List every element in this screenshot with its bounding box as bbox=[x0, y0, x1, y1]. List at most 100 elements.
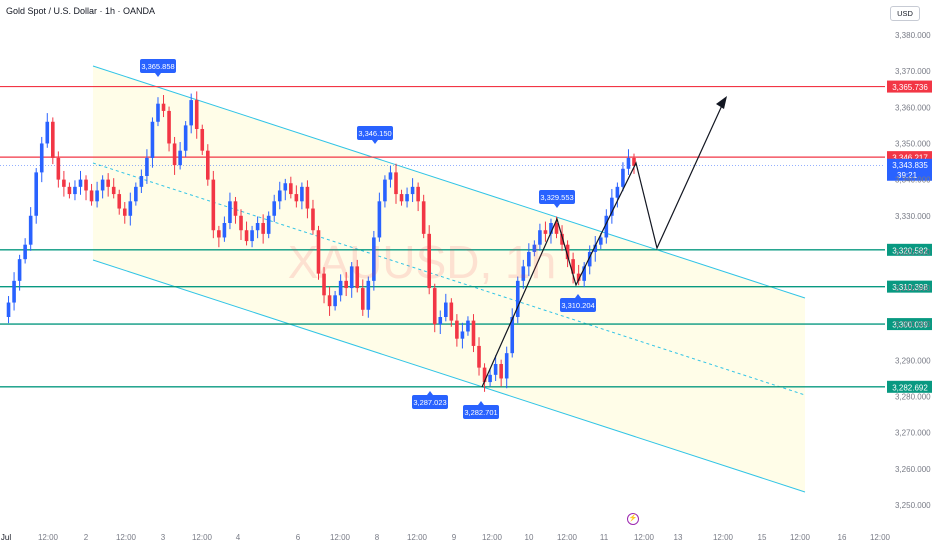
level-price-label: 3,320.582 bbox=[892, 246, 928, 255]
candle-body bbox=[62, 179, 66, 187]
y-tick-label: 3,320.000 bbox=[895, 248, 931, 257]
price-callout-label: 3,287.023 bbox=[413, 398, 446, 407]
candle-body bbox=[372, 237, 376, 281]
price-callout-label: 3,346.150 bbox=[358, 129, 391, 138]
x-tick-label: 9 bbox=[452, 533, 457, 542]
level-price-tag bbox=[887, 280, 932, 293]
channel-upper-line bbox=[92, 65, 806, 299]
level-price-label: 3,310.398 bbox=[892, 283, 928, 292]
candle-body bbox=[311, 208, 315, 231]
candle-body bbox=[122, 208, 127, 216]
price-callout bbox=[357, 126, 393, 140]
level-price-tag bbox=[887, 80, 932, 93]
price-callout-pointer bbox=[155, 73, 161, 77]
candle-body bbox=[549, 223, 553, 234]
lightning-icon[interactable]: ⚡ bbox=[627, 513, 639, 525]
candle-body bbox=[438, 317, 443, 325]
x-tick-label: 12:00 bbox=[192, 533, 213, 542]
candle-body bbox=[560, 233, 564, 245]
candle-body bbox=[405, 194, 409, 202]
candle-body bbox=[338, 280, 343, 296]
level-price-label: 3,346.217 bbox=[892, 154, 928, 163]
candle-body bbox=[305, 186, 310, 209]
level-price-label: 3,282.692 bbox=[892, 383, 928, 392]
candle-body bbox=[73, 186, 77, 195]
candle-body bbox=[205, 150, 210, 180]
x-tick-label: 12:00 bbox=[634, 533, 655, 542]
candle-body bbox=[117, 194, 122, 209]
candle-body bbox=[427, 233, 432, 289]
countdown-label: 39:21 bbox=[897, 171, 918, 180]
x-tick-label: 10 bbox=[525, 533, 534, 542]
candle-body bbox=[233, 201, 238, 216]
candle-body bbox=[482, 367, 487, 383]
y-tick-label: 3,350.000 bbox=[895, 139, 931, 148]
candle-body bbox=[449, 302, 454, 321]
candle-body bbox=[399, 194, 404, 202]
candle-body bbox=[172, 143, 177, 166]
candle-body bbox=[615, 186, 620, 198]
candle-body bbox=[39, 143, 44, 173]
candle-body bbox=[554, 223, 559, 234]
candle-body bbox=[515, 280, 520, 317]
price-callout-label: 3,329.553 bbox=[540, 193, 573, 202]
watermark: XAUUSD, 1h bbox=[288, 236, 556, 288]
candle-body bbox=[444, 302, 448, 317]
candle-body bbox=[571, 259, 575, 274]
x-tick-label: 11 bbox=[600, 533, 609, 542]
currency-button[interactable]: USD bbox=[890, 6, 920, 21]
x-tick-label: 6 bbox=[296, 533, 301, 542]
current-price-label: 3,343.835 bbox=[892, 161, 928, 170]
candle-body bbox=[604, 215, 609, 238]
price-callout bbox=[463, 405, 499, 419]
candle-body bbox=[521, 266, 526, 281]
price-callout-label: 3,365.858 bbox=[141, 62, 174, 71]
candle-body bbox=[244, 230, 249, 242]
candle-body bbox=[12, 280, 16, 303]
y-tick-label: 3,360.000 bbox=[895, 103, 931, 112]
candle-body bbox=[532, 244, 537, 252]
candle-body bbox=[134, 186, 138, 202]
x-tick-label: 12:00 bbox=[482, 533, 503, 542]
candle-body bbox=[488, 374, 492, 383]
price-callout bbox=[539, 190, 575, 204]
candle-body bbox=[493, 364, 498, 375]
y-tick-label: 3,300.000 bbox=[895, 320, 931, 329]
x-tick-label: 13 bbox=[674, 533, 683, 542]
candle-body bbox=[266, 215, 271, 234]
candle-body bbox=[632, 157, 636, 166]
candle-body bbox=[576, 273, 581, 281]
candle-body bbox=[388, 172, 393, 180]
level-price-tag bbox=[887, 318, 932, 331]
candle-body bbox=[582, 266, 586, 281]
candle-body bbox=[355, 266, 360, 289]
x-tick-label: 12:00 bbox=[116, 533, 137, 542]
channel-mid-line bbox=[92, 162, 806, 396]
candle-body bbox=[421, 201, 426, 234]
candle-body bbox=[194, 100, 199, 129]
candle-body bbox=[56, 157, 61, 180]
y-tick-label: 3,270.000 bbox=[895, 429, 931, 438]
candle-body bbox=[255, 223, 260, 231]
candle-body bbox=[289, 183, 293, 195]
candle-body bbox=[222, 223, 227, 238]
level-price-label: 3,300.039 bbox=[892, 321, 928, 330]
candle-body bbox=[23, 244, 27, 260]
candle-body bbox=[161, 103, 166, 111]
price-callout-pointer bbox=[554, 204, 560, 208]
price-callout-label: 3,310.204 bbox=[561, 301, 594, 310]
candle-body bbox=[621, 168, 625, 187]
candle-body bbox=[156, 103, 160, 122]
current-price-tag bbox=[887, 158, 932, 181]
candle-body bbox=[239, 215, 243, 231]
candle-body bbox=[277, 190, 282, 202]
candle-body bbox=[565, 244, 570, 260]
candle-body bbox=[394, 172, 398, 195]
candle-body bbox=[183, 125, 188, 151]
price-callout bbox=[412, 395, 448, 409]
price-callout-pointer bbox=[575, 294, 581, 298]
y-tick-label: 3,380.000 bbox=[895, 31, 931, 40]
candle-body bbox=[538, 230, 542, 245]
